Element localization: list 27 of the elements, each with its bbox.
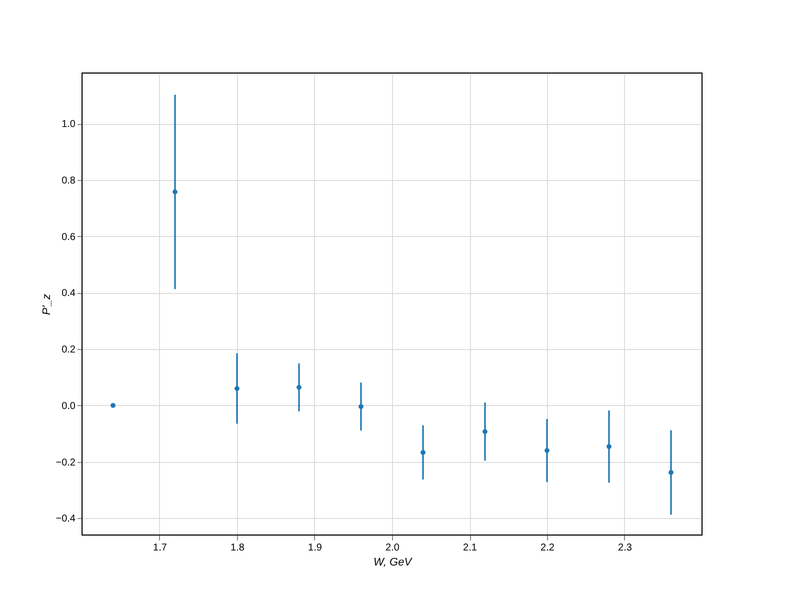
- y-tick-label: 0.6: [62, 232, 76, 243]
- x-axis-title: W, GeV: [373, 556, 414, 568]
- point: [234, 386, 240, 391]
- point: [110, 403, 116, 408]
- point: [420, 450, 426, 455]
- point: [358, 404, 364, 409]
- y-tick-label: −0.4: [56, 514, 76, 525]
- y-tick-label: 0.4: [62, 288, 76, 300]
- point: [172, 190, 178, 194]
- point: [606, 444, 612, 449]
- point: [296, 385, 302, 390]
- y-axis-title: P'_z: [40, 293, 53, 316]
- y-tick-label: 0.8: [62, 176, 76, 187]
- x-tick-label: 2.1: [463, 542, 478, 554]
- x-tick-label: 1.8: [230, 542, 245, 554]
- x-tick-label: 2.0: [386, 542, 400, 554]
- point: [668, 470, 674, 475]
- y-tick-label: 0.2: [62, 344, 76, 356]
- y-tick-label: 1.0: [62, 119, 76, 130]
- x-tick-label: 2.3: [618, 542, 632, 554]
- x-tick-label: 2.2: [540, 542, 555, 554]
- x-tick-label: 1.7: [153, 542, 168, 554]
- x-tick-label: 1.9: [308, 542, 322, 554]
- y-tick-label: −0.2: [56, 457, 76, 468]
- point: [544, 448, 550, 453]
- point: [482, 429, 488, 434]
- y-tick-label: 0.0: [62, 400, 76, 412]
